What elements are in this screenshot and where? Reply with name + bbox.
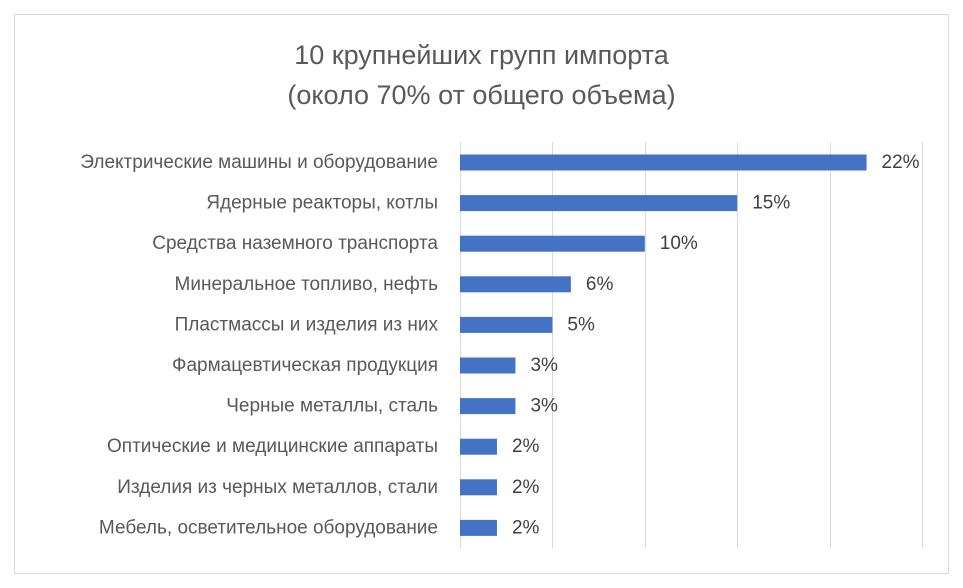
bar xyxy=(460,195,738,212)
chart-subtitle: (около 70% от общего объема) xyxy=(287,80,676,110)
data-label: 10% xyxy=(660,233,698,254)
data-label: 22% xyxy=(882,152,920,173)
data-label: 2% xyxy=(512,436,540,457)
bar xyxy=(460,398,516,415)
data-label: 15% xyxy=(752,193,790,214)
category-label: Изделия из черных металлов, стали xyxy=(117,477,438,498)
category-label: Средства наземного транспорта xyxy=(152,233,438,254)
bar xyxy=(460,519,497,536)
category-label: Оптические и медицинские аппараты xyxy=(107,436,438,457)
category-label: Электрические машины и оборудование xyxy=(80,152,438,173)
category-label: Мебель, осветительное оборудование xyxy=(99,517,438,538)
bar xyxy=(460,276,571,293)
category-label: Минеральное топливо, нефть xyxy=(175,274,439,295)
data-label: 5% xyxy=(567,314,595,335)
data-label: 2% xyxy=(512,477,540,498)
chart-title: 10 крупнейших групп импорта xyxy=(294,40,669,70)
category-label: Ядерные реакторы, котлы xyxy=(206,193,438,214)
data-label: 3% xyxy=(530,355,558,376)
bar xyxy=(460,154,867,171)
data-label: 6% xyxy=(586,274,614,295)
category-label: Пластмассы и изделия из них xyxy=(175,314,439,335)
bar xyxy=(460,438,497,455)
bar xyxy=(460,479,497,496)
bar xyxy=(460,357,516,374)
bar xyxy=(460,235,645,252)
data-label: 3% xyxy=(530,396,558,417)
category-label: Фармацевтическая продукция xyxy=(172,355,438,376)
bar xyxy=(460,316,553,333)
category-label: Черные металлы, сталь xyxy=(226,396,438,417)
data-label: 2% xyxy=(512,517,540,538)
